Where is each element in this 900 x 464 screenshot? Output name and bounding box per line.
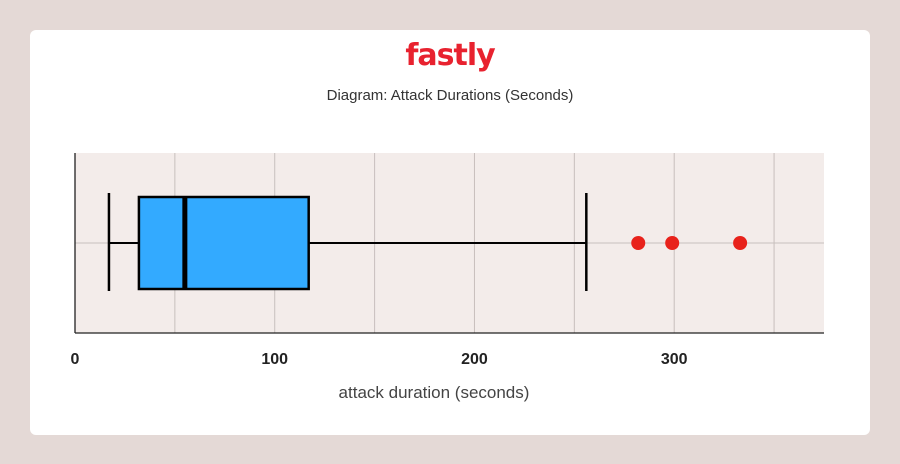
outlier-point [733,236,748,250]
chart-subtitle: Diagram: Attack Durations (Seconds) [326,87,574,104]
chart-card: fastly Diagram: Attack Durations (Second… [30,30,870,435]
box-plot-marks [107,193,748,291]
x-tick-label: 0 [71,351,80,368]
x-axis-label: attack duration (seconds) [339,383,530,402]
outlier-point [665,236,680,250]
box-plot: 0 100 200 300 attack duration (seconds) [71,153,824,402]
x-tick-label: 300 [661,351,688,368]
x-tick-label: 200 [461,351,488,368]
outlier-point [631,236,646,250]
fastly-logo: fastly [405,38,495,73]
x-tick-label: 100 [261,351,288,368]
interquartile-box [137,195,310,291]
x-ticks: 0 100 200 300 [71,351,688,368]
